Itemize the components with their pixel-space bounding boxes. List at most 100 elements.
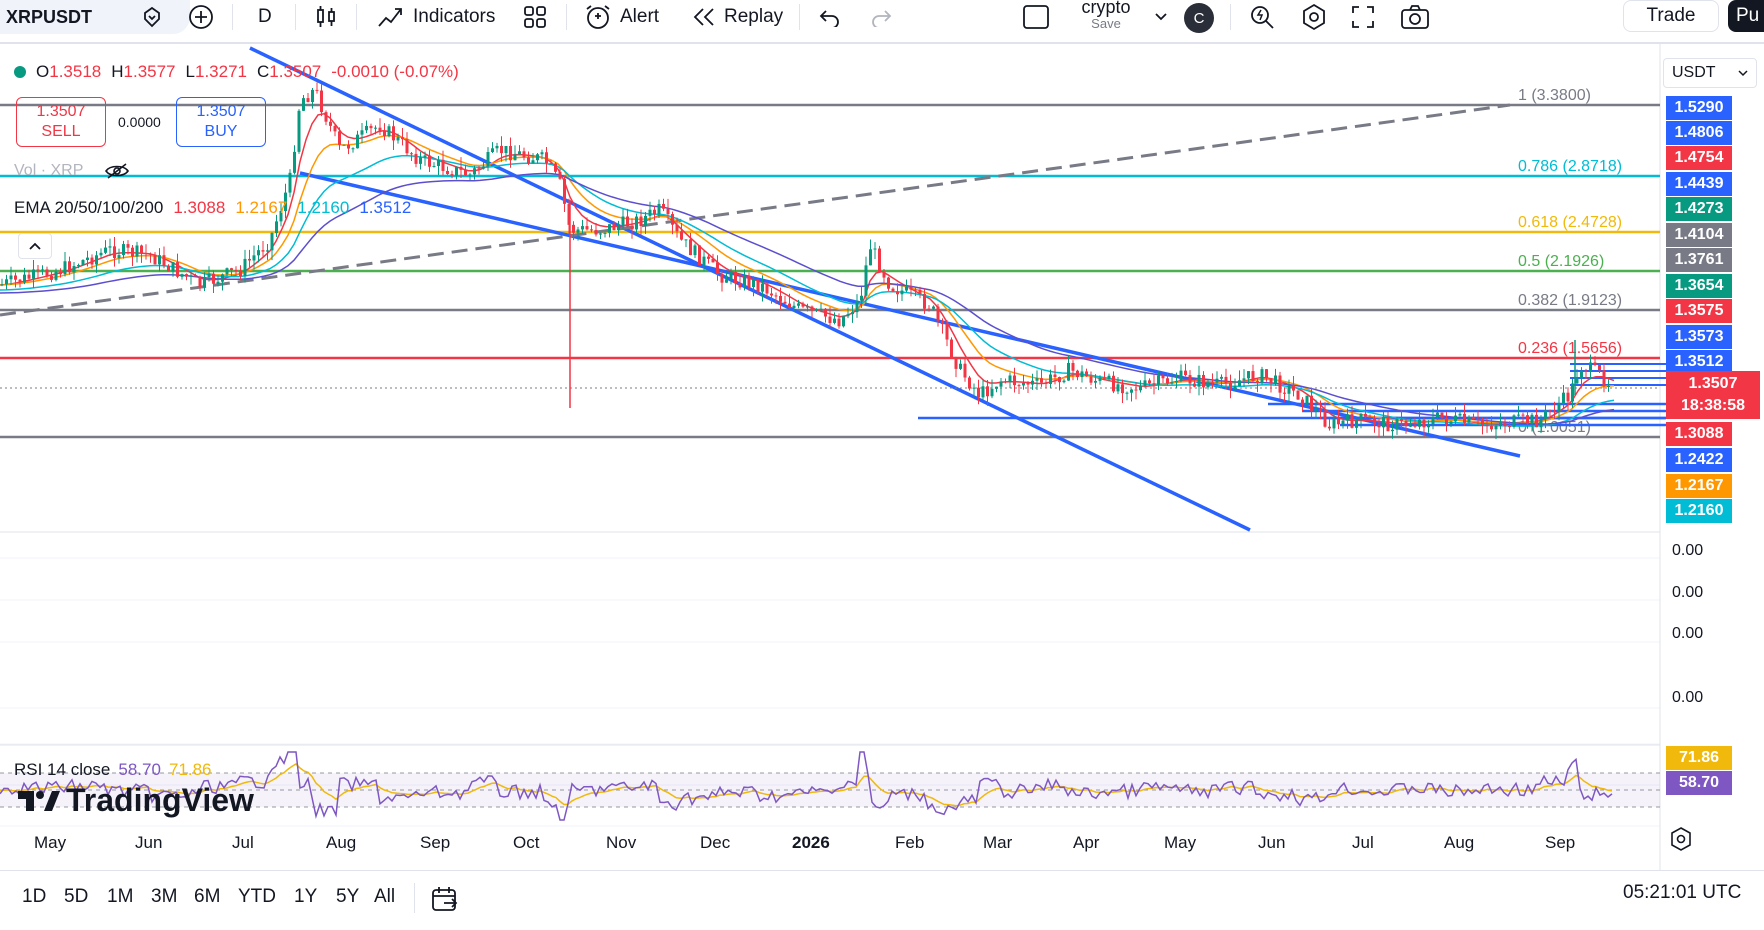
candle-body	[1400, 418, 1403, 421]
chart-canvas[interactable]: 1 (3.3800) 0.786 (2.8718) 0.618 (2.4728) 0.…	[0, 44, 1764, 870]
candle-body	[437, 159, 440, 166]
chevron-down-icon[interactable]	[1154, 0, 1168, 34]
range-button-1y[interactable]: 1Y	[294, 886, 318, 907]
candle-body	[365, 125, 368, 131]
buy-button[interactable]: 1.3507 BUY	[176, 97, 266, 147]
candle-body	[765, 283, 769, 294]
candle-body	[239, 270, 242, 276]
trade-button[interactable]: Trade	[1623, 0, 1719, 32]
collapse-legend-button[interactable]	[18, 233, 52, 259]
symbol-name[interactable]: XRPUSDT	[6, 6, 93, 27]
eye-off-icon[interactable]	[104, 162, 130, 180]
indicators-button[interactable]: Indicators	[377, 0, 495, 34]
candle-body	[158, 255, 161, 265]
range-button-6m[interactable]: 6M	[194, 886, 221, 907]
candle-body	[635, 216, 638, 230]
candle-body	[774, 295, 778, 297]
layout-selector[interactable]: crypto Save	[1072, 0, 1140, 31]
volume-legend[interactable]: Vol · XRP	[14, 162, 130, 180]
candle-body	[396, 137, 400, 141]
candle-body	[981, 386, 985, 398]
templates-icon[interactable]	[522, 0, 548, 34]
range-button-5d[interactable]: 5D	[64, 886, 89, 907]
candle-body	[63, 261, 67, 275]
candle-body	[1454, 415, 1457, 422]
candle-body	[77, 265, 80, 267]
avatar[interactable]: C	[1184, 3, 1214, 33]
open-value: 1.3518	[49, 62, 102, 81]
range-button-ytd[interactable]: YTD	[238, 886, 276, 907]
time-axis-label: Apr	[1073, 833, 1100, 852]
candle-body	[311, 89, 314, 103]
candle-body	[941, 320, 944, 325]
redo-icon[interactable]	[869, 0, 893, 34]
sell-button[interactable]: 1.3507 SELL	[16, 97, 106, 147]
publish-button[interactable]: Pu	[1728, 0, 1764, 32]
candle-body	[945, 324, 949, 340]
utc-clock[interactable]: 05:21:01 UTC	[1623, 882, 1742, 903]
price-tag: 1.3761	[1666, 248, 1732, 272]
candle-body	[689, 239, 692, 256]
range-button-5y[interactable]: 5Y	[336, 886, 360, 907]
sell-price: 1.3507	[36, 103, 86, 120]
alert-button[interactable]: Alert	[584, 0, 659, 34]
replay-button[interactable]: Replay	[692, 0, 783, 34]
candle-body	[1265, 369, 1268, 379]
candle-body	[315, 89, 319, 91]
tradingview-logo-icon	[18, 790, 60, 811]
camera-icon[interactable]	[1400, 0, 1430, 34]
candle-body	[747, 275, 751, 288]
tradingview-logo[interactable]: TradingView	[18, 782, 254, 819]
range-button-1m[interactable]: 1M	[107, 886, 134, 907]
indicators-icon	[378, 8, 402, 27]
candle-body	[540, 152, 544, 155]
rsi-line	[0, 751, 1613, 821]
candle-body	[288, 172, 292, 193]
change-value: -0.0010 (-0.07%)	[331, 62, 459, 81]
candle-body	[1427, 424, 1430, 428]
candle-body	[99, 252, 103, 256]
fullscreen-icon[interactable]	[1350, 0, 1376, 34]
candle-body	[279, 211, 283, 222]
candle-body	[1071, 362, 1075, 371]
top-toolbar: XRPUSDT D Indicators Alert Replay	[0, 0, 1764, 34]
candle-body	[1013, 375, 1016, 386]
candle-body	[1103, 377, 1106, 379]
candle-body	[342, 144, 346, 146]
timezone-settings-icon[interactable]	[1666, 824, 1696, 859]
time-axis[interactable]: May Jun Jul Aug Sep Oct Nov Dec 2026 Feb Mar Apr May…	[0, 833, 1660, 863]
goto-date-icon[interactable]	[430, 885, 460, 919]
candle-body	[306, 98, 310, 103]
currency-selector[interactable]: USDT	[1663, 58, 1757, 88]
undo-icon[interactable]	[818, 0, 842, 34]
candle-body	[509, 146, 512, 161]
candle-body	[1319, 408, 1322, 412]
range-button-1d[interactable]: 1D	[22, 886, 47, 907]
candle-body	[1517, 414, 1520, 416]
candle-body	[707, 256, 710, 259]
range-button-3m[interactable]: 3M	[151, 886, 178, 907]
time-axis-label: May	[1164, 833, 1197, 852]
candles-icon[interactable]	[314, 0, 338, 34]
quick-search-icon[interactable]	[1248, 0, 1276, 34]
candle-body	[801, 303, 805, 307]
candle-body	[963, 363, 967, 378]
candle-body	[630, 226, 634, 230]
candle-body	[518, 151, 521, 155]
rsi-ma-tag: 71.86	[1666, 746, 1732, 770]
candle-body	[761, 283, 764, 292]
watchlist-icon[interactable]	[140, 0, 164, 34]
settings-icon[interactable]	[1300, 0, 1328, 34]
candle-body	[5, 279, 8, 285]
range-button-all[interactable]: All	[374, 886, 396, 907]
candle-body	[1368, 416, 1372, 418]
candle-body	[1296, 390, 1300, 400]
interval-button[interactable]: D	[258, 0, 272, 34]
ema-legend[interactable]: EMA 20/50/100/200 1.3088 1.2167 1.2160 1…	[14, 198, 411, 218]
layout-icon[interactable]	[1022, 0, 1050, 34]
layout-save-label: Save	[1091, 16, 1121, 31]
add-symbol-icon[interactable]	[188, 0, 214, 34]
rsi-legend[interactable]: RSI 14 close 58.70 71.86	[14, 760, 211, 780]
candle-body	[1067, 362, 1070, 381]
candle-body	[1508, 426, 1511, 428]
